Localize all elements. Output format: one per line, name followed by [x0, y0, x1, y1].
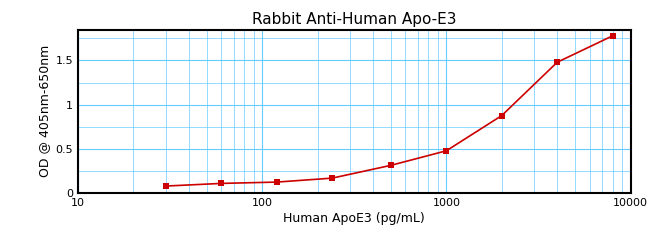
Title: Rabbit Anti-Human Apo-E3: Rabbit Anti-Human Apo-E3: [252, 12, 456, 27]
Y-axis label: OD @ 405nm-650nm: OD @ 405nm-650nm: [38, 45, 51, 177]
X-axis label: Human ApoE3 (pg/mL): Human ApoE3 (pg/mL): [283, 212, 425, 225]
